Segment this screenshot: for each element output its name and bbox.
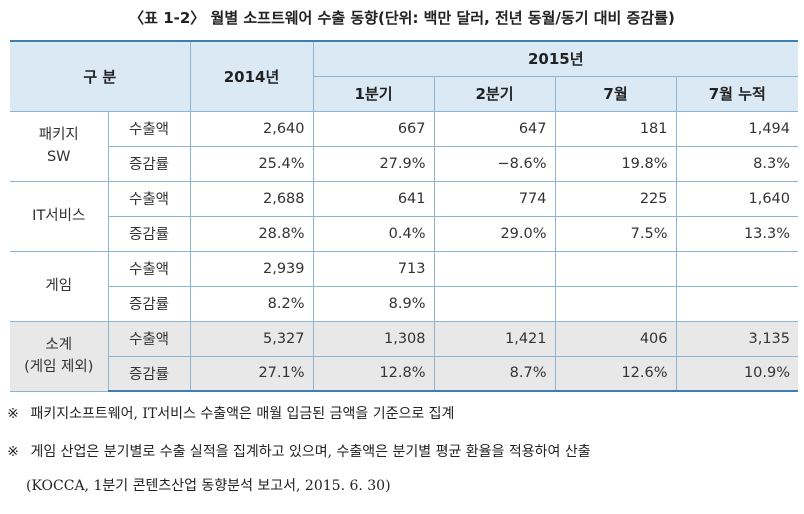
category-name: IT서비스 — [32, 208, 86, 224]
value-july-cumulative — [675, 250, 799, 287]
value-july — [554, 250, 677, 287]
metric-label: 수출액 — [107, 250, 191, 287]
header-year-2015: 2015년 — [312, 40, 799, 77]
value-q2: 774 — [433, 180, 556, 217]
metric-label: 증감률 — [108, 355, 191, 392]
table-row: IT서비스 수출액 2,688 641 774 225 1,640 — [10, 180, 799, 252]
value-q1: 641 — [312, 180, 435, 217]
metric-label: 수출액 — [107, 320, 191, 357]
value-july: 181 — [554, 110, 677, 147]
value-july — [554, 285, 677, 322]
table-row-subtotal: 증감률 27.1% 12.8% 8.7% 12.6% 10.9% — [10, 355, 799, 392]
footnote-text: 패키지소프트웨어, IT서비스 수출액은 매월 입금된 금액을 기준으로 집계 — [30, 406, 455, 422]
value-2014: 5,327 — [189, 320, 314, 357]
value-q1: 12.8% — [312, 355, 435, 392]
header-july-cumulative: 7월 누적 — [675, 75, 799, 112]
metric-label: 수출액 — [107, 110, 191, 147]
category-game: 게임 — [10, 250, 109, 322]
value-q1: 667 — [312, 110, 435, 147]
metric-label: 수출액 — [107, 180, 191, 217]
value-q2: 647 — [433, 110, 556, 147]
value-q2: 1,421 — [433, 320, 556, 357]
table-row: 패키지 SW 수출액 2,640 667 647 181 1,494 — [10, 110, 799, 182]
value-q1: 713 — [312, 250, 435, 287]
value-july-cumulative — [675, 285, 799, 322]
header-row-1: 구 분 2014년 2015년 — [10, 40, 799, 112]
value-july-cumulative: 3,135 — [675, 320, 799, 357]
table-title: 〈표 1-2〉 월별 소프트웨어 수출 동향(단위: 백만 달러, 전년 동월/… — [129, 9, 675, 27]
value-q1: 27.9% — [312, 145, 435, 182]
value-q1: 1,308 — [312, 320, 435, 357]
value-2014: 2,640 — [189, 110, 314, 147]
category-package-sw: 패키지 SW — [10, 110, 109, 182]
value-july: 406 — [554, 320, 677, 357]
value-july-cumulative: 13.3% — [675, 215, 799, 252]
metric-label: 증감률 — [108, 215, 191, 252]
value-july: 225 — [554, 180, 677, 217]
table-row-subtotal: 소계 (게임 제외) 수출액 5,327 1,308 1,421 406 3,1… — [10, 320, 799, 392]
value-july: 7.5% — [554, 215, 677, 252]
category-it-services: IT서비스 — [10, 180, 109, 252]
header-year-2014: 2014년 — [189, 40, 314, 112]
value-july: 19.8% — [554, 145, 677, 182]
value-july-cumulative: 1,494 — [675, 110, 799, 147]
value-q2 — [433, 250, 556, 287]
value-2014: 28.8% — [189, 215, 314, 252]
value-q2: −8.6% — [433, 145, 556, 182]
footnote-2: ※ 게임 산업은 분기별로 수출 실적을 집계하고 있으며, 수출액은 분기별 … — [0, 441, 804, 461]
category-name: 소계 — [45, 337, 73, 353]
value-q2: 29.0% — [433, 215, 556, 252]
value-july-cumulative: 1,640 — [675, 180, 799, 217]
value-2014: 25.4% — [189, 145, 314, 182]
value-2014: 2,688 — [189, 180, 314, 217]
value-q1: 8.9% — [312, 285, 435, 322]
table-row: 게임 수출액 2,939 713 — [10, 250, 799, 322]
footnote-1: ※ 패키지소프트웨어, IT서비스 수출액은 매월 입금된 금액을 기준으로 집… — [0, 403, 804, 423]
value-q2 — [433, 285, 556, 322]
table-row: 증감률 8.2% 8.9% — [10, 285, 799, 322]
reference-mark: ※ — [7, 444, 19, 460]
metric-label: 증감률 — [108, 285, 191, 322]
table-row: 증감률 25.4% 27.9% −8.6% 19.8% 8.3% — [10, 145, 799, 182]
metric-label: 증감률 — [108, 145, 191, 182]
value-2014: 2,939 — [189, 250, 314, 287]
value-july-cumulative: 10.9% — [675, 355, 799, 392]
value-july: 12.6% — [554, 355, 677, 392]
category-subtotal: 소계 (게임 제외) — [10, 320, 109, 392]
table-row: 증감률 28.8% 0.4% 29.0% 7.5% 13.3% — [10, 215, 799, 252]
category-name: 패키지 — [38, 127, 79, 143]
source-citation: (KOCCA, 1분기 콘텐츠산업 동향분석 보고서, 2015. 6. 30) — [26, 478, 391, 494]
header-july: 7월 — [554, 75, 677, 112]
header-q1: 1분기 — [313, 75, 435, 112]
value-q2: 8.7% — [433, 355, 556, 392]
value-2014: 8.2% — [189, 285, 314, 322]
category-name: 게임 — [45, 278, 73, 294]
reference-mark: ※ — [7, 406, 19, 422]
value-2014: 27.1% — [189, 355, 314, 392]
value-q1: 0.4% — [312, 215, 435, 252]
footnote-text: 게임 산업은 분기별로 수출 실적을 집계하고 있으며, 수출액은 분기별 평균… — [30, 444, 591, 460]
category-name-line2: (게임 제외) — [24, 359, 94, 375]
export-stats-table: 구 분 2014년 2015년 1분기 2분기 7월 7월 누적 패키지 SW … — [10, 40, 799, 392]
header-category: 구 분 — [10, 40, 191, 112]
value-july-cumulative: 8.3% — [675, 145, 799, 182]
header-q2: 2분기 — [433, 75, 556, 112]
category-name-line2: SW — [46, 149, 71, 165]
